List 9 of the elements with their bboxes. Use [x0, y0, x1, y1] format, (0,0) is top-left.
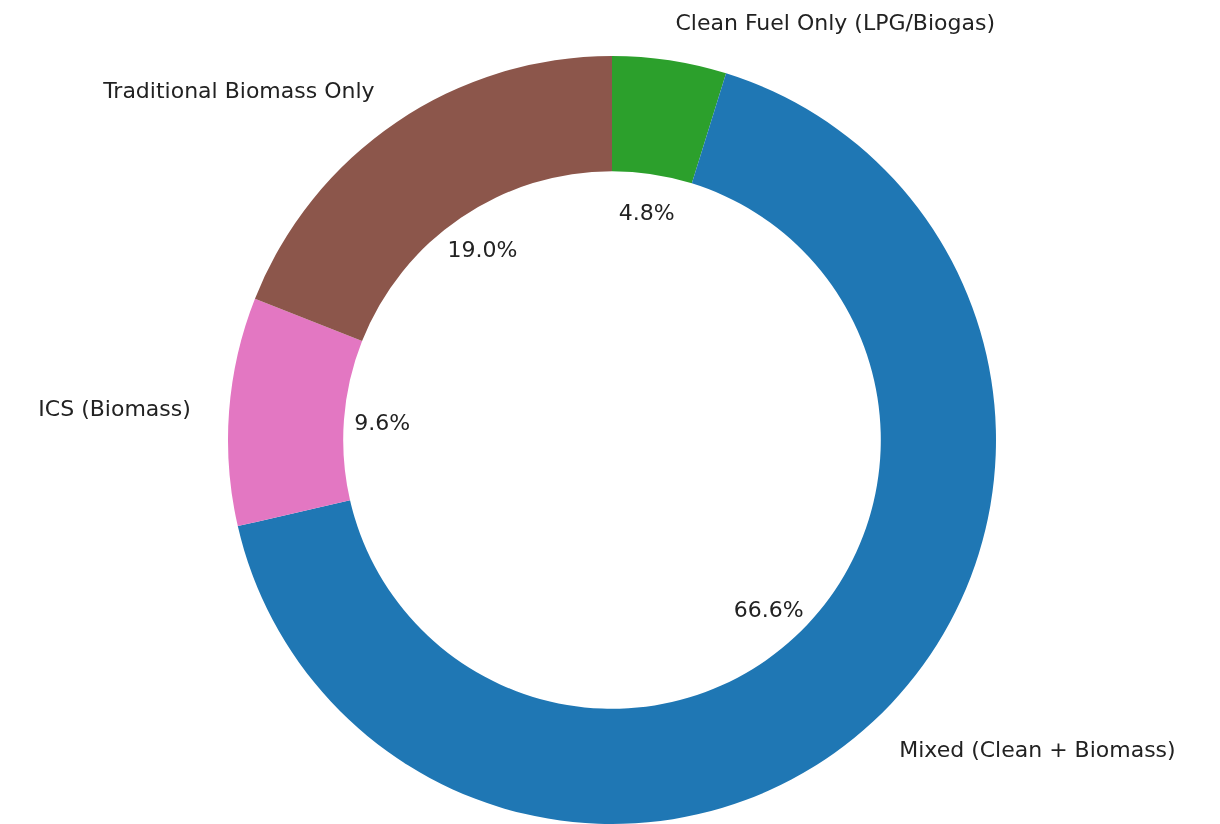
slice-label: Traditional Biomass Only: [102, 78, 375, 104]
slice-label: Clean Fuel Only (LPG/Biogas): [675, 10, 996, 36]
data-label: 19.0%: [447, 237, 518, 263]
slice-label: Mixed (Clean + Biomass): [899, 737, 1176, 763]
donut-slice: [612, 56, 727, 184]
data-label: 4.8%: [618, 199, 675, 225]
data-label: 66.6%: [733, 596, 804, 622]
slice-label: ICS (Biomass): [38, 395, 191, 421]
data-label: 9.6%: [354, 410, 411, 436]
